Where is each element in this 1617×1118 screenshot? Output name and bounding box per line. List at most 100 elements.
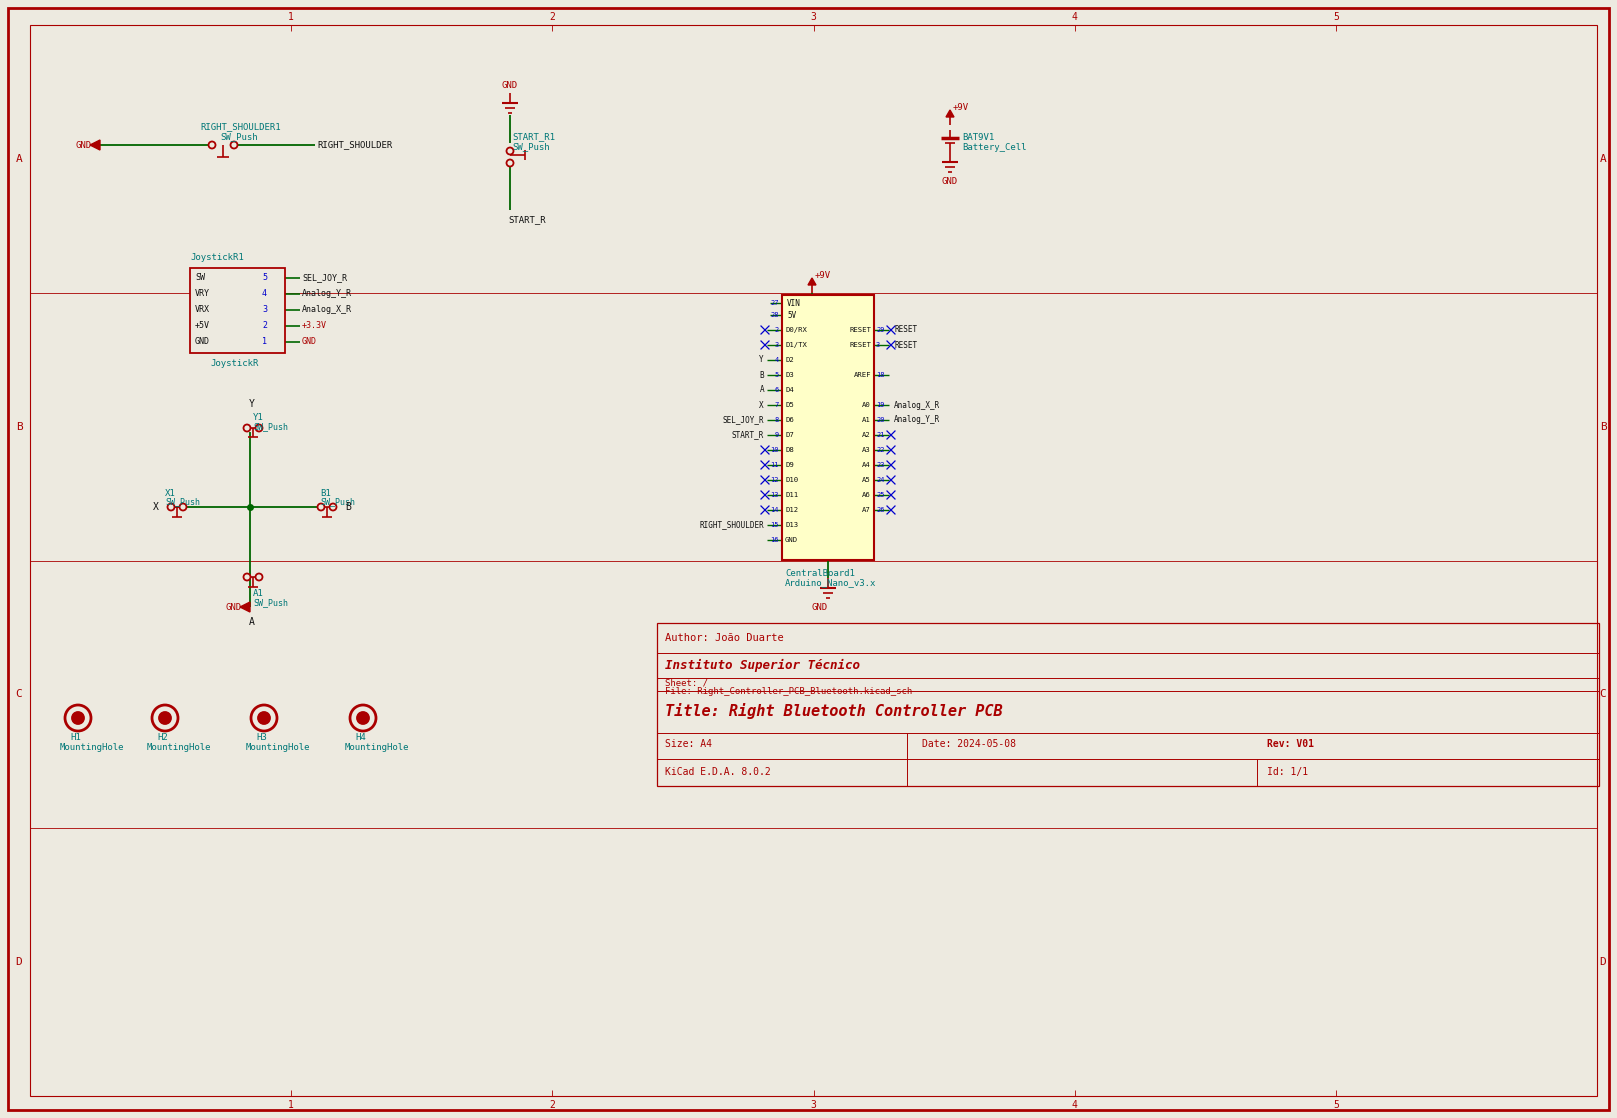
Text: B: B [16, 421, 23, 432]
Text: D6: D6 [784, 417, 794, 423]
Text: 9: 9 [775, 432, 779, 438]
Text: Analog_X_R: Analog_X_R [302, 305, 353, 314]
Circle shape [152, 705, 178, 731]
Text: 1: 1 [262, 338, 267, 347]
Text: JoystickR1: JoystickR1 [191, 253, 244, 262]
Text: Analog_X_R: Analog_X_R [894, 400, 939, 409]
Text: A: A [1599, 154, 1606, 164]
Text: SW_Push: SW_Push [220, 133, 257, 142]
Text: H2: H2 [157, 733, 168, 742]
Text: B1: B1 [320, 489, 331, 498]
Text: H1: H1 [70, 733, 81, 742]
Text: A1: A1 [252, 589, 264, 598]
Text: +9V: +9V [952, 103, 969, 112]
Text: VRX: VRX [196, 305, 210, 314]
Text: Instituto Superior Técnico: Instituto Superior Técnico [665, 659, 860, 672]
Text: SEL_JOY_R: SEL_JOY_R [302, 274, 348, 283]
Text: SEL_JOY_R: SEL_JOY_R [723, 416, 763, 425]
Text: 5: 5 [1332, 1100, 1339, 1110]
Text: Analog_Y_R: Analog_Y_R [302, 290, 353, 299]
Text: A1: A1 [862, 417, 872, 423]
Circle shape [259, 712, 270, 724]
Text: 10: 10 [770, 447, 779, 453]
Text: RESET: RESET [894, 325, 917, 334]
Text: SW_Push: SW_Push [513, 142, 550, 152]
Text: CentralBoard1: CentralBoard1 [784, 568, 855, 578]
Text: GND: GND [302, 338, 317, 347]
Text: Y: Y [760, 356, 763, 364]
Text: GND: GND [784, 537, 799, 543]
Text: 4: 4 [775, 357, 779, 363]
Circle shape [168, 503, 175, 511]
Text: D10: D10 [784, 477, 799, 483]
Text: D9: D9 [784, 462, 794, 468]
Text: 25: 25 [876, 492, 884, 498]
Text: D4: D4 [784, 387, 794, 394]
Text: D11: D11 [784, 492, 799, 498]
Text: D12: D12 [784, 506, 799, 513]
Text: 4: 4 [1072, 1100, 1077, 1110]
Text: 3: 3 [775, 342, 779, 348]
Circle shape [255, 425, 262, 432]
Text: SW_Push: SW_Push [252, 423, 288, 432]
Text: 21: 21 [876, 432, 884, 438]
Text: 2: 2 [550, 12, 555, 22]
Circle shape [209, 142, 215, 149]
Text: 1: 1 [288, 12, 294, 22]
Text: GND: GND [501, 80, 517, 89]
Text: 27: 27 [770, 300, 779, 306]
Text: 24: 24 [876, 477, 884, 483]
Text: START_R: START_R [508, 216, 545, 225]
Text: 12: 12 [770, 477, 779, 483]
Text: 5V: 5V [787, 311, 796, 320]
Text: 28: 28 [770, 312, 779, 318]
Text: 2: 2 [262, 322, 267, 331]
Circle shape [357, 712, 369, 724]
Polygon shape [808, 278, 817, 285]
Text: B: B [760, 370, 763, 379]
Text: START_R: START_R [731, 430, 763, 439]
Text: GND: GND [74, 141, 91, 150]
Text: Author: João Duarte: Author: João Duarte [665, 633, 784, 643]
Text: Y1: Y1 [252, 414, 264, 423]
Text: A: A [249, 617, 255, 627]
Text: X: X [760, 400, 763, 409]
Polygon shape [946, 110, 954, 117]
Text: VRY: VRY [196, 290, 210, 299]
Text: H3: H3 [255, 733, 267, 742]
Text: Analog_Y_R: Analog_Y_R [894, 416, 939, 425]
Text: RESET: RESET [849, 326, 872, 333]
Text: 3: 3 [810, 1100, 817, 1110]
Text: RESET: RESET [894, 341, 917, 350]
Text: D0/RX: D0/RX [784, 326, 807, 333]
Circle shape [244, 425, 251, 432]
Text: RIGHT_SHOULDER1: RIGHT_SHOULDER1 [201, 123, 281, 132]
Text: SW_Push: SW_Push [165, 498, 201, 506]
Text: Y: Y [249, 399, 255, 409]
Text: A: A [760, 386, 763, 395]
Text: 4: 4 [262, 290, 267, 299]
Text: 14: 14 [770, 506, 779, 513]
Text: D1/TX: D1/TX [784, 342, 807, 348]
Circle shape [244, 574, 251, 580]
Text: 2: 2 [775, 326, 779, 333]
Bar [657, 623, 1599, 786]
Text: VIN: VIN [787, 299, 800, 307]
Circle shape [251, 705, 277, 731]
Text: Date: 2024-05-08: Date: 2024-05-08 [922, 739, 1015, 749]
Text: A: A [16, 154, 23, 164]
Text: JoystickR: JoystickR [210, 359, 259, 368]
Text: START_R1: START_R1 [513, 133, 555, 142]
Circle shape [73, 712, 84, 724]
Text: SW_Push: SW_Push [320, 498, 356, 506]
Text: B: B [344, 502, 351, 512]
Text: X: X [154, 502, 158, 512]
Text: A6: A6 [862, 492, 872, 498]
Text: 19: 19 [876, 402, 884, 408]
Text: A0: A0 [862, 402, 872, 408]
Circle shape [506, 148, 514, 154]
Text: D5: D5 [784, 402, 794, 408]
Text: Arduino_Nano_v3.x: Arduino_Nano_v3.x [784, 578, 876, 587]
Text: D: D [16, 957, 23, 967]
Text: AREF: AREF [854, 372, 872, 378]
